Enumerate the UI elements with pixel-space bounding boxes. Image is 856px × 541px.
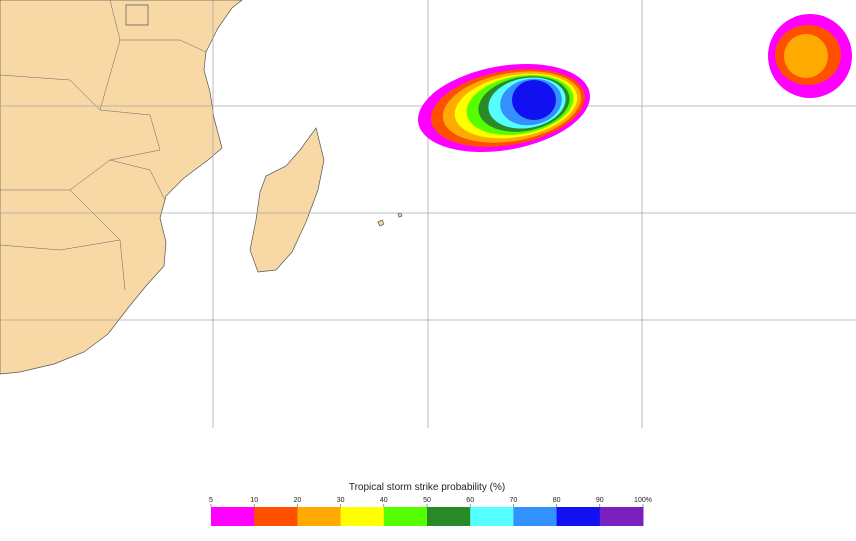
tick-label: 100%: [634, 497, 652, 504]
color-band: [383, 507, 428, 526]
color-band: [556, 507, 601, 526]
legend-title: Tropical storm strike probability (%): [349, 482, 505, 493]
tick-label: 30: [337, 497, 345, 504]
color-band: [427, 507, 471, 526]
color-band: [470, 507, 514, 526]
land: [0, 0, 403, 375]
tick-label: 40: [380, 497, 388, 504]
tick-label: 70: [510, 497, 518, 504]
tick-label: 5: [209, 497, 213, 504]
probability-area: [418, 14, 852, 153]
color-band: [297, 507, 342, 526]
borders: [0, 0, 207, 291]
color-band: [513, 507, 558, 526]
color-band: [599, 507, 644, 526]
africa: [0, 0, 243, 375]
tick-label: 80: [553, 497, 561, 504]
madagascar: [249, 127, 325, 273]
tick-label: 10: [250, 497, 258, 504]
color-band: [211, 507, 255, 526]
color-band: [254, 507, 298, 526]
tick-label: 90: [596, 497, 604, 504]
tick-label: 20: [294, 497, 302, 504]
colorbar: 5 10 20 30 40 50 60 70 80 90 100%: [209, 497, 652, 526]
color-band: [340, 507, 385, 526]
tick-label: 60: [466, 497, 474, 504]
tick-label: 50: [423, 497, 431, 504]
